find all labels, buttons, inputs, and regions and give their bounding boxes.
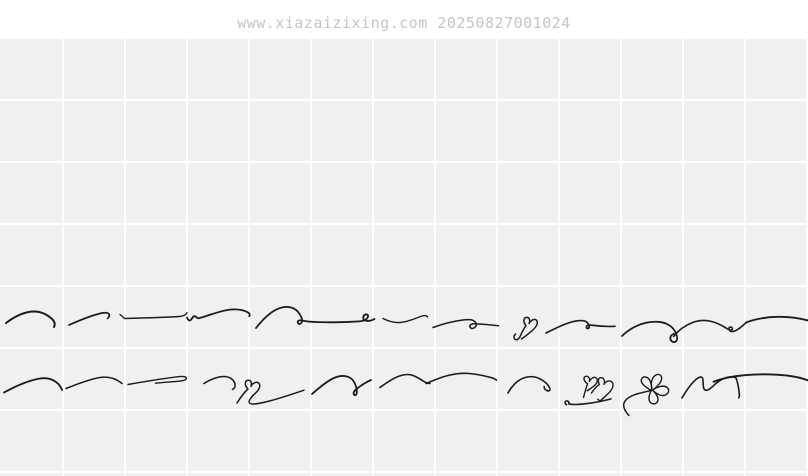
swash-double-wave-a — [379, 373, 431, 389]
swash-arc-hook — [5, 310, 56, 328]
clover-petals — [640, 373, 670, 405]
double-heart-small — [582, 375, 599, 399]
swash-wave-loop-line — [432, 318, 500, 330]
swash-arc — [3, 377, 63, 394]
swash-long-right — [712, 373, 808, 383]
swash-open-arc-hook — [507, 375, 551, 394]
swash-long-flat — [745, 315, 808, 324]
swash-tilde — [382, 314, 429, 324]
glyph-grid — [0, 39, 808, 476]
swash-squiggle-hump — [186, 308, 251, 322]
swash-arc-descender-hook — [621, 320, 678, 343]
watermark-text: www.xiazaizixing.com 20250827001024 — [237, 14, 571, 32]
swash-rise-thin — [65, 376, 123, 390]
swash-rise-flick — [68, 311, 111, 326]
swash-wave-vnotch — [311, 375, 372, 397]
swash-hump-flick-line — [545, 319, 616, 334]
swash-hump-loop-rise — [672, 319, 747, 338]
double-heart-large — [590, 377, 614, 402]
swash-arc-hook-down — [203, 375, 236, 391]
heart-ornament — [513, 316, 539, 341]
heart-with-underswash — [236, 379, 305, 405]
swash-flat-tick — [119, 312, 188, 320]
swash-hump-long-tail-loop — [255, 306, 376, 329]
swash-zigzag-descender — [681, 376, 741, 399]
double-heart-underswash — [564, 398, 612, 406]
clover-stem — [622, 389, 653, 417]
swash-double-wave-b — [425, 372, 498, 385]
swash-line-foldback — [127, 375, 188, 386]
